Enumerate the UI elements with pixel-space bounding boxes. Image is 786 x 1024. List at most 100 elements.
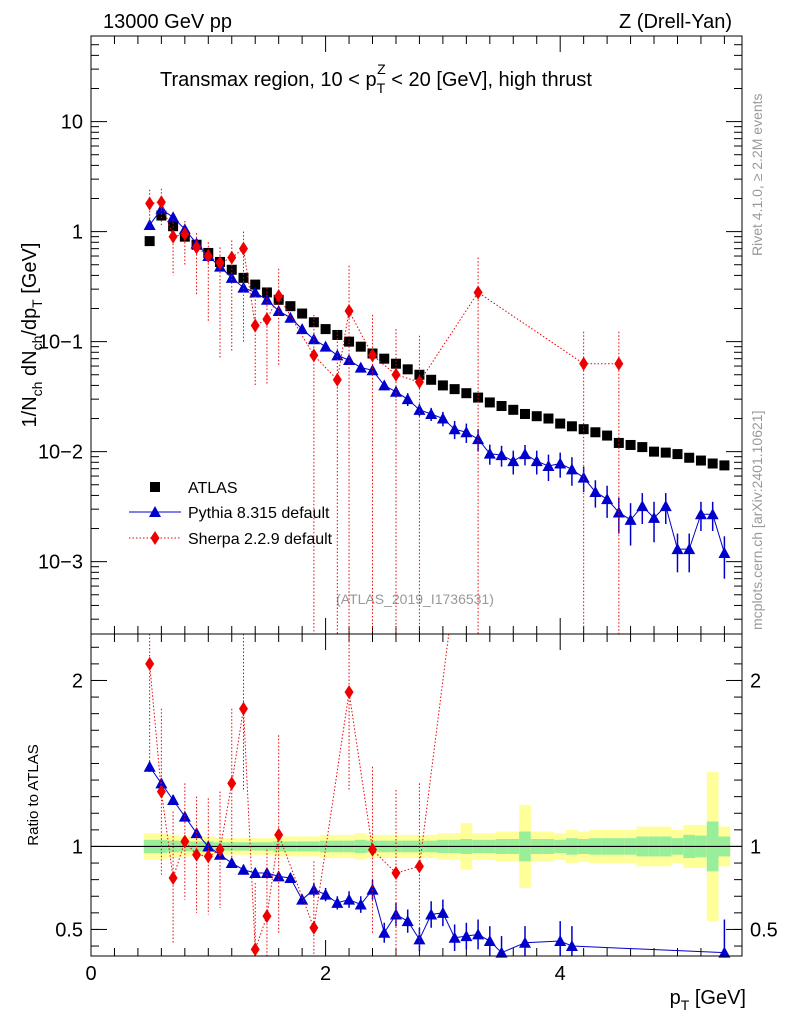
ratio-panel: 0 2 4 2 2 1 1 0.5 0.5 Ratio to ATLAS pT [GeV] bbox=[25, 633, 778, 1013]
sherpa-data-point bbox=[215, 255, 225, 270]
ratio-pythia-point bbox=[413, 933, 426, 945]
ratio-pythia-point bbox=[307, 883, 320, 895]
sherpa-data-point bbox=[309, 348, 319, 363]
legend: ATLAS Pythia 8.315 default Sherpa 2.2.9 de… bbox=[129, 480, 333, 548]
ratio-sherpa-point bbox=[391, 866, 401, 881]
ratio-sherpa-point bbox=[145, 656, 155, 671]
pythia-data-point bbox=[483, 447, 496, 459]
pythia-data-point bbox=[460, 426, 473, 438]
atlas-data-point bbox=[602, 430, 613, 441]
atlas-data-point bbox=[250, 279, 261, 290]
pythia-data-point bbox=[577, 471, 590, 483]
ratio-pythia-point bbox=[366, 883, 379, 895]
atlas-data-point bbox=[144, 236, 155, 247]
watermark: (ATLAS_2019_I1736531) bbox=[336, 591, 494, 607]
ratio-pythia-point bbox=[354, 898, 367, 910]
ratio-sherpa-point bbox=[262, 909, 272, 924]
atlas-data-point bbox=[660, 447, 671, 458]
atlas-data-point bbox=[390, 358, 401, 369]
pythia-data-point bbox=[694, 508, 707, 520]
pythia-data-point bbox=[401, 393, 414, 405]
ratio-y-tick-label-right: 2 bbox=[750, 670, 761, 692]
atlas-data-point bbox=[379, 353, 390, 364]
pythia-data-point bbox=[331, 349, 344, 361]
x-tick-label: 4 bbox=[555, 963, 566, 985]
ratio-ylabel: Ratio to ATLAS bbox=[25, 744, 42, 845]
y-tick-label: 10−1 bbox=[38, 332, 83, 354]
sherpa-data-point bbox=[168, 229, 178, 244]
atlas-data-point bbox=[578, 424, 589, 435]
pythia-data-point bbox=[307, 333, 320, 345]
ratio-pythia-point bbox=[237, 863, 250, 875]
main-axes: 10 1 10−1 10−2 10−3 bbox=[38, 35, 742, 634]
ratio-marks bbox=[143, 633, 731, 958]
pythia-data-point bbox=[425, 407, 438, 419]
atlas-data-point bbox=[625, 439, 636, 450]
ratio-sherpa-point bbox=[368, 842, 378, 857]
y-tick-label: 1 bbox=[72, 222, 83, 244]
ratio-y-tick-label: 2 bbox=[72, 670, 83, 692]
atlas-data-point bbox=[543, 413, 554, 424]
pythia-data-point bbox=[530, 455, 543, 467]
atlas-data-point bbox=[437, 380, 448, 391]
ratio-sherpa-line bbox=[149, 633, 450, 950]
y-tick-label: 10 bbox=[61, 112, 83, 134]
atlas-data-point bbox=[695, 455, 706, 466]
ratio-pythia-point bbox=[718, 946, 731, 958]
sherpa-data-point bbox=[391, 367, 401, 382]
sherpa-data-point bbox=[368, 348, 378, 363]
legend-label: ATLAS bbox=[188, 480, 238, 497]
ratio-y-tick-label-right: 0.5 bbox=[750, 919, 778, 941]
pythia-data-point bbox=[495, 449, 508, 461]
ratio-sherpa-point bbox=[309, 920, 319, 935]
atlas-data-point bbox=[613, 437, 624, 448]
ratio-pythia-point bbox=[425, 908, 438, 920]
ratio-sherpa-point bbox=[168, 870, 178, 885]
rivet-version-text: Rivet 4.1.0, ≥ 2.2M events bbox=[749, 93, 765, 256]
ratio-y-tick-label: 0.5 bbox=[55, 919, 83, 941]
ratio-pythia-point bbox=[460, 930, 473, 942]
legend-label: Pythia 8.315 default bbox=[188, 505, 330, 522]
pythia-data-point bbox=[683, 543, 696, 555]
pythia-data-point bbox=[542, 460, 555, 472]
atlas-data-point bbox=[355, 341, 366, 352]
atlas-data-point bbox=[684, 452, 695, 463]
pythia-data-point bbox=[601, 493, 614, 505]
ratio-sherpa-point bbox=[274, 827, 284, 842]
atlas-data-point bbox=[719, 460, 730, 471]
ratio-pythia-point bbox=[436, 906, 449, 918]
ratio-sherpa-point bbox=[203, 849, 213, 864]
atlas-data-point bbox=[426, 374, 437, 385]
pythia-data-point bbox=[554, 457, 567, 469]
x-tick-label: 2 bbox=[320, 963, 331, 985]
sherpa-data-point bbox=[473, 285, 483, 300]
sherpa-data-point bbox=[262, 312, 272, 327]
ratio-pythia-point bbox=[495, 946, 508, 958]
atlas-data-point bbox=[531, 411, 542, 422]
ratio-sherpa-point bbox=[250, 942, 260, 957]
pythia-data-point bbox=[565, 463, 578, 475]
atlas-data-point bbox=[320, 324, 331, 335]
pythia-line bbox=[149, 208, 725, 554]
ratio-pythia-point bbox=[331, 896, 344, 908]
header-left: 13000 GeV pp bbox=[103, 11, 232, 33]
pythia-data-point bbox=[389, 385, 402, 397]
y-tick-label: 10−3 bbox=[38, 552, 83, 574]
pythia-data-point bbox=[448, 423, 461, 435]
atlas-data-point bbox=[707, 458, 718, 469]
sherpa-data-point bbox=[192, 240, 202, 255]
pythia-data-point bbox=[718, 546, 731, 558]
main-title: Transmax region, 10 < pTZ < 20 [GeV], hi… bbox=[160, 61, 592, 96]
ratio-axes: 0 2 4 2 2 1 1 0.5 0.5 bbox=[55, 634, 778, 985]
atlas-data-point bbox=[649, 446, 660, 457]
atlas-data-point bbox=[555, 418, 566, 429]
atlas-data-point bbox=[520, 408, 530, 419]
atlas-data-point bbox=[590, 427, 601, 438]
sherpa-data-point bbox=[203, 249, 213, 264]
pythia-data-point bbox=[378, 379, 391, 391]
pythia-data-point bbox=[659, 500, 672, 512]
ratio-sherpa-point bbox=[227, 776, 237, 791]
ratio-sherpa-point bbox=[215, 842, 225, 857]
pythia-data-point bbox=[706, 508, 719, 520]
